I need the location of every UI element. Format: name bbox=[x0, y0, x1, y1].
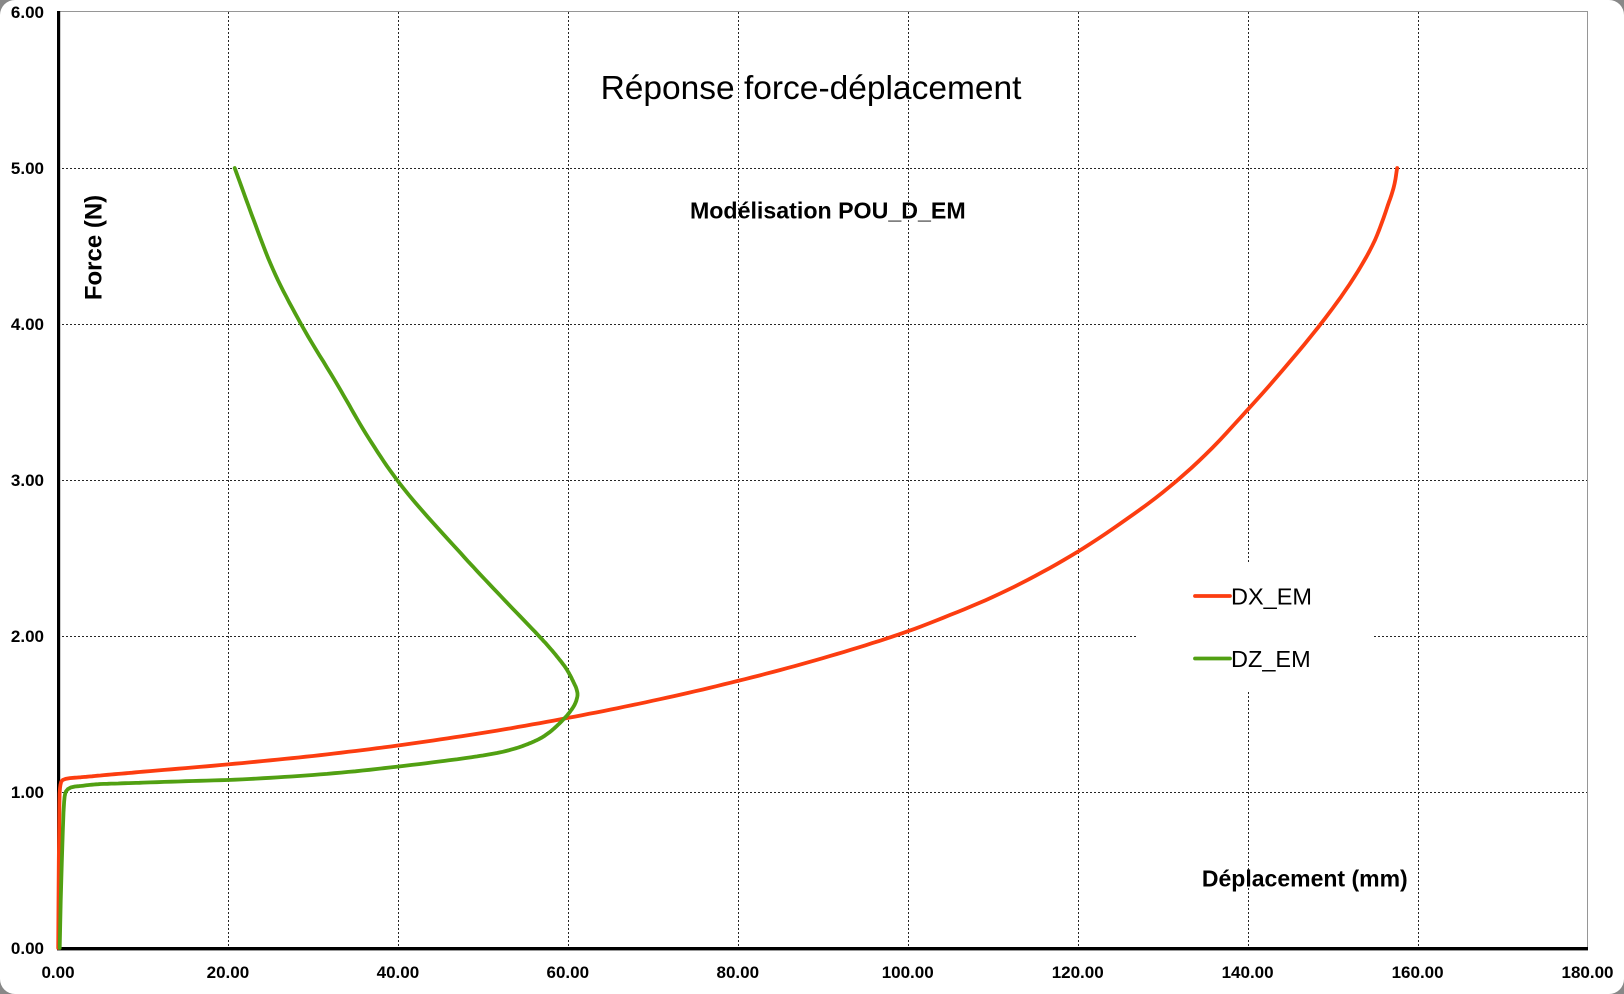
svg-text:1.00: 1.00 bbox=[11, 783, 44, 802]
svg-text:Déplacement (mm): Déplacement (mm) bbox=[1202, 866, 1408, 892]
svg-text:3.00: 3.00 bbox=[11, 471, 44, 490]
svg-text:Modélisation POU_D_EM: Modélisation POU_D_EM bbox=[690, 198, 966, 224]
svg-text:2.00: 2.00 bbox=[11, 627, 44, 646]
svg-text:140.00: 140.00 bbox=[1222, 963, 1274, 982]
svg-text:0.00: 0.00 bbox=[11, 939, 44, 958]
svg-text:5.00: 5.00 bbox=[11, 159, 44, 178]
svg-text:80.00: 80.00 bbox=[717, 963, 760, 982]
svg-text:0.00: 0.00 bbox=[41, 963, 74, 982]
svg-text:60.00: 60.00 bbox=[547, 963, 590, 982]
svg-text:40.00: 40.00 bbox=[377, 963, 420, 982]
svg-text:160.00: 160.00 bbox=[1392, 963, 1444, 982]
svg-text:4.00: 4.00 bbox=[11, 315, 44, 334]
svg-text:100.00: 100.00 bbox=[882, 963, 934, 982]
svg-text:180.00: 180.00 bbox=[1562, 963, 1614, 982]
svg-text:6.00: 6.00 bbox=[11, 3, 44, 22]
svg-text:Force (N): Force (N) bbox=[81, 195, 108, 300]
svg-text:Réponse force-déplacement: Réponse force-déplacement bbox=[601, 70, 1023, 107]
svg-text:DZ_EM: DZ_EM bbox=[1231, 646, 1311, 672]
svg-text:20.00: 20.00 bbox=[207, 963, 250, 982]
svg-text:DX_EM: DX_EM bbox=[1231, 584, 1312, 610]
svg-text:120.00: 120.00 bbox=[1052, 963, 1104, 982]
